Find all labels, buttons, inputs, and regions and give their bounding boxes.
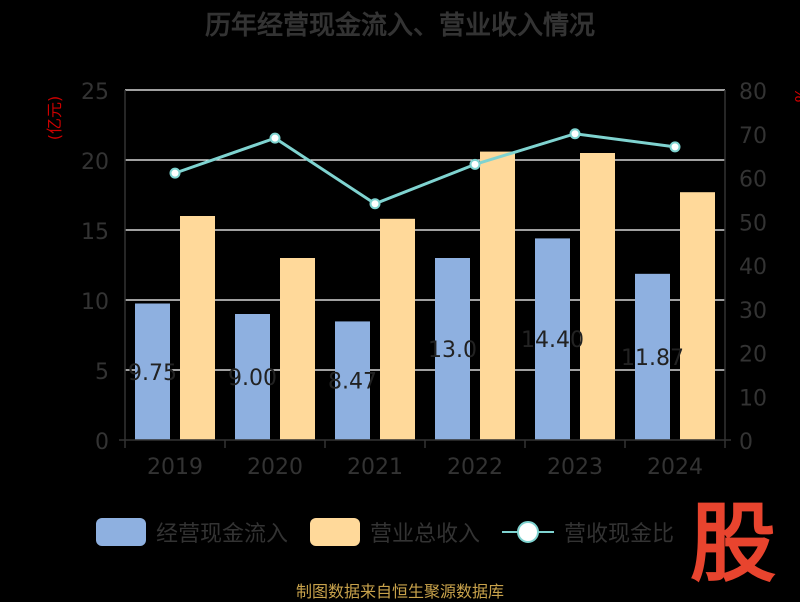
bar-revenue bbox=[480, 151, 515, 440]
y-left-tick-label: 10 bbox=[81, 290, 109, 315]
chart-title: 历年经营现金流入、营业收入情况 bbox=[205, 10, 595, 41]
x-tick-label: 2023 bbox=[547, 455, 603, 480]
bar-cash-inflow bbox=[535, 238, 570, 440]
legend-label-revenue: 营业总收入 bbox=[370, 522, 481, 547]
ratio-line bbox=[174, 132, 676, 206]
y-left-tick-label: 5 bbox=[95, 360, 109, 385]
bar-data-label: 14.40 bbox=[521, 328, 584, 353]
bar-cash-inflow bbox=[135, 303, 170, 440]
bar-cash-inflow bbox=[235, 314, 270, 440]
y-right-tick-label: 0 bbox=[739, 430, 753, 455]
bar-data-label: 9.00 bbox=[228, 366, 277, 391]
x-tick-label: 2022 bbox=[447, 455, 503, 480]
y-right-tick-label: 80 bbox=[739, 80, 767, 105]
legend-label-cash-inflow: 经营现金流入 bbox=[156, 522, 289, 547]
bar-revenue bbox=[680, 192, 715, 440]
legend-line-marker-icon bbox=[502, 518, 555, 546]
legend-item-cash-inflow[interactable]: 经营现金流入 bbox=[96, 516, 288, 548]
bar-cash-inflow bbox=[335, 321, 370, 440]
y-right-tick-label: 30 bbox=[739, 299, 767, 324]
y-left-tick-label: 25 bbox=[81, 80, 109, 105]
bar-revenue bbox=[580, 153, 615, 440]
ratio-point bbox=[569, 128, 581, 140]
x-tick-label: 2024 bbox=[647, 455, 703, 480]
y-right-tick-label: 70 bbox=[739, 124, 767, 149]
bar-data-label: 9.75 bbox=[128, 361, 177, 386]
y-right-axis-label: % bbox=[791, 87, 800, 102]
y-right-tick-label: 10 bbox=[739, 386, 767, 411]
grid-layer bbox=[125, 89, 725, 371]
ratio-point bbox=[169, 167, 181, 179]
x-tick-label: 2019 bbox=[147, 455, 203, 480]
y-left-tick-label: 0 bbox=[95, 430, 109, 455]
legend-item-revenue[interactable]: 营业总收入 bbox=[310, 516, 480, 548]
bar-cash-inflow bbox=[435, 258, 470, 440]
ratio-point bbox=[669, 141, 681, 153]
ratio-point bbox=[469, 158, 481, 170]
bar-data-label: 11.87 bbox=[621, 346, 684, 371]
y-left-tick-label: 15 bbox=[81, 220, 109, 245]
bar-data-label: 13.0 bbox=[428, 338, 477, 363]
bars-layer bbox=[135, 151, 715, 440]
legend-swatch-cash-inflow bbox=[96, 518, 146, 546]
y-right-tick-label: 40 bbox=[739, 255, 767, 280]
source-footer: 制图数据来自恒生聚源数据库 bbox=[295, 582, 504, 601]
y-right-tick-label: 50 bbox=[739, 211, 767, 236]
bar-revenue bbox=[380, 218, 415, 440]
bar-data-label: 8.47 bbox=[328, 370, 377, 395]
axis-layer: 0 5 10 15 20 25 0 10 20 30 40 50 60 70 80 2019 2020 2021 2… bbox=[45, 80, 800, 480]
y-right-tick-label: 20 bbox=[739, 343, 767, 368]
ratio-point bbox=[369, 198, 381, 210]
x-tick-label: 2020 bbox=[247, 455, 303, 480]
y-right-tick-label: 60 bbox=[739, 168, 767, 193]
legend-item-ratio[interactable]: 营收现金比 bbox=[502, 516, 674, 548]
ratio-point bbox=[269, 132, 281, 144]
y-left-axis-label: (亿元) bbox=[45, 96, 64, 141]
x-tick-label: 2021 bbox=[347, 455, 403, 480]
label-layer: 9.75 9.00 8.47 13.0 14.40 11.87 bbox=[128, 328, 684, 395]
line-layer bbox=[169, 128, 681, 210]
bar-revenue bbox=[180, 216, 215, 440]
y-left-tick-label: 20 bbox=[81, 150, 109, 175]
logo-icon: 股 bbox=[690, 494, 776, 594]
bar-revenue bbox=[280, 258, 315, 440]
bar-cash-inflow bbox=[635, 273, 670, 440]
legend-label-ratio: 营收现金比 bbox=[564, 522, 675, 547]
legend-swatch-revenue bbox=[310, 518, 361, 546]
chart-legend: 经营现金流入 营业总收入 营收现金比 bbox=[96, 516, 696, 548]
